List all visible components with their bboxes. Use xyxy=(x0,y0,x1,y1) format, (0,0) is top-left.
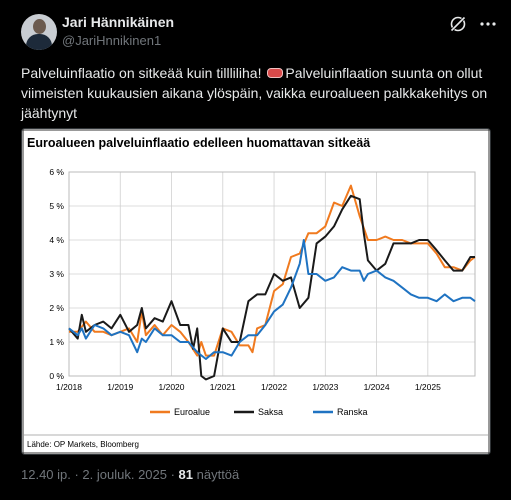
tweet-meta: 12.40 ip. · 2. jouluk. 2025 · 81 näyttöä xyxy=(21,467,239,482)
tweet-text: Palveluinflaatio on sitkeää kuin tilllil… xyxy=(21,63,491,123)
tweet-text-part2: Palveluinflaation suunta on ollut viimei… xyxy=(21,65,488,121)
series-lines xyxy=(68,184,476,381)
series-line-euroalue xyxy=(69,184,476,357)
chart: Euroalueen palveluinflaatio edelleen huo… xyxy=(22,129,490,454)
x-tick-label: 1/2022 xyxy=(261,382,287,392)
avatar[interactable] xyxy=(21,14,57,50)
y-tick-label: 6 % xyxy=(49,167,64,177)
grok-icon[interactable] xyxy=(449,15,467,33)
avatar-body xyxy=(26,34,52,50)
tweet-text-part1: Palveluinflaatio on sitkeää kuin tilllil… xyxy=(21,65,266,81)
user-handle[interactable]: @JariHnnikinen1 xyxy=(62,33,162,48)
tweet-time[interactable]: 12.40 ip. · 2. jouluk. 2025 · xyxy=(21,467,179,482)
legend-label: Ranska xyxy=(337,407,368,417)
chart-title: Euroalueen palveluinflaatio edelleen huo… xyxy=(27,136,370,150)
x-tick-label: 1/2020 xyxy=(159,382,185,392)
x-tick-label: 1/2023 xyxy=(312,382,338,392)
chart-source: Lähde: OP Markets, Bloomberg xyxy=(27,440,139,449)
y-tick-label: 4 % xyxy=(49,235,64,245)
plot-frame xyxy=(68,171,476,377)
y-tick-label: 0 % xyxy=(49,371,64,381)
y-tick-label: 5 % xyxy=(49,201,64,211)
pill-emoji-icon xyxy=(267,68,284,79)
y-tick-labels: 0 % 1 % 2 % 3 % 4 % 5 % 6 % xyxy=(49,167,64,381)
chart-image[interactable]: Euroalueen palveluinflaatio edelleen huo… xyxy=(21,128,491,455)
view-count: 81 xyxy=(178,467,194,482)
view-label: näyttöä xyxy=(193,467,240,482)
x-tick-label: 1/2025 xyxy=(415,382,441,392)
y-tick-label: 3 % xyxy=(49,269,64,279)
x-tick-label: 1/2024 xyxy=(364,382,390,392)
avatar-head xyxy=(33,19,46,34)
user-name[interactable]: Jari Hännikäinen xyxy=(62,14,175,30)
series-line-saksa xyxy=(68,194,475,381)
x-tick-label: 1/2018 xyxy=(56,382,82,392)
more-icon[interactable] xyxy=(479,21,497,27)
x-tick-label: 1/2019 xyxy=(107,382,133,392)
chart-legend: Euroalue Saksa Ranska xyxy=(150,407,368,417)
legend-label: Saksa xyxy=(258,407,283,417)
legend-label: Euroalue xyxy=(174,407,210,417)
x-tick-labels: 1/2018 1/2019 1/2020 1/2021 1/2022 1/2023 1/20… xyxy=(56,382,441,392)
y-tick-label: 2 % xyxy=(49,303,64,313)
series-line-ranska xyxy=(68,239,476,360)
y-tick-label: 1 % xyxy=(49,337,64,347)
x-tick-label: 1/2021 xyxy=(210,382,236,392)
